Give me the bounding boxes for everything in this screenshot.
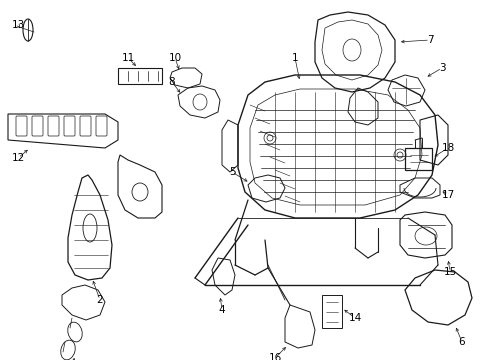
Text: 11: 11 [121, 53, 134, 63]
Text: 1: 1 [291, 53, 298, 63]
Text: 8: 8 [168, 77, 175, 87]
Text: 17: 17 [441, 190, 454, 200]
Text: 2: 2 [97, 295, 103, 305]
Text: 14: 14 [347, 313, 361, 323]
Text: 6: 6 [458, 337, 465, 347]
Text: 15: 15 [443, 267, 456, 277]
Text: 7: 7 [426, 35, 432, 45]
Text: 12: 12 [11, 153, 24, 163]
Text: 3: 3 [438, 63, 445, 73]
Text: 16: 16 [268, 353, 281, 360]
Text: 18: 18 [441, 143, 454, 153]
Text: 5: 5 [228, 167, 235, 177]
Text: 4: 4 [218, 305, 225, 315]
Text: 10: 10 [168, 53, 181, 63]
Text: 13: 13 [11, 20, 24, 30]
